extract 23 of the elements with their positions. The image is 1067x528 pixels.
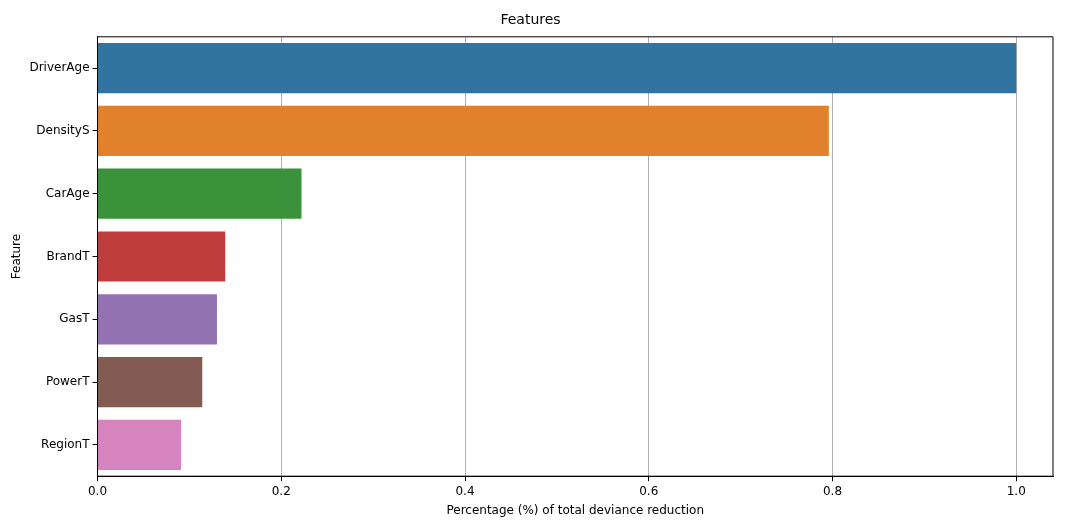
x-axis-title: Percentage (%) of total deviance reduction [446, 502, 705, 517]
y-tick-label: PowerT [45, 374, 91, 389]
y-tick-label: CarAge [45, 185, 90, 200]
bar [98, 294, 217, 345]
bar [98, 105, 829, 157]
x-tick-label: 1.0 [1006, 483, 1026, 498]
bar [98, 168, 302, 219]
y-tick-label: BrandT [46, 248, 91, 263]
y-tick-label: DriverAge [29, 60, 90, 75]
bar [98, 419, 182, 470]
x-tick-label: 0.8 [822, 483, 843, 498]
y-tick-label: DensityS [36, 123, 90, 138]
y-axis-title: Feature [9, 233, 24, 280]
bar [98, 356, 203, 408]
y-tick-label: RegionT [41, 436, 91, 451]
bar [98, 231, 226, 282]
y-tick-label: GasT [59, 311, 91, 326]
x-tick-label: 0.2 [271, 483, 291, 498]
x-tick-label: 0.4 [455, 483, 475, 498]
x-tick-label: 0.6 [639, 483, 659, 498]
bar [98, 43, 1017, 94]
x-tick-label: 0.0 [87, 483, 108, 498]
chart-title: Features [500, 11, 561, 28]
